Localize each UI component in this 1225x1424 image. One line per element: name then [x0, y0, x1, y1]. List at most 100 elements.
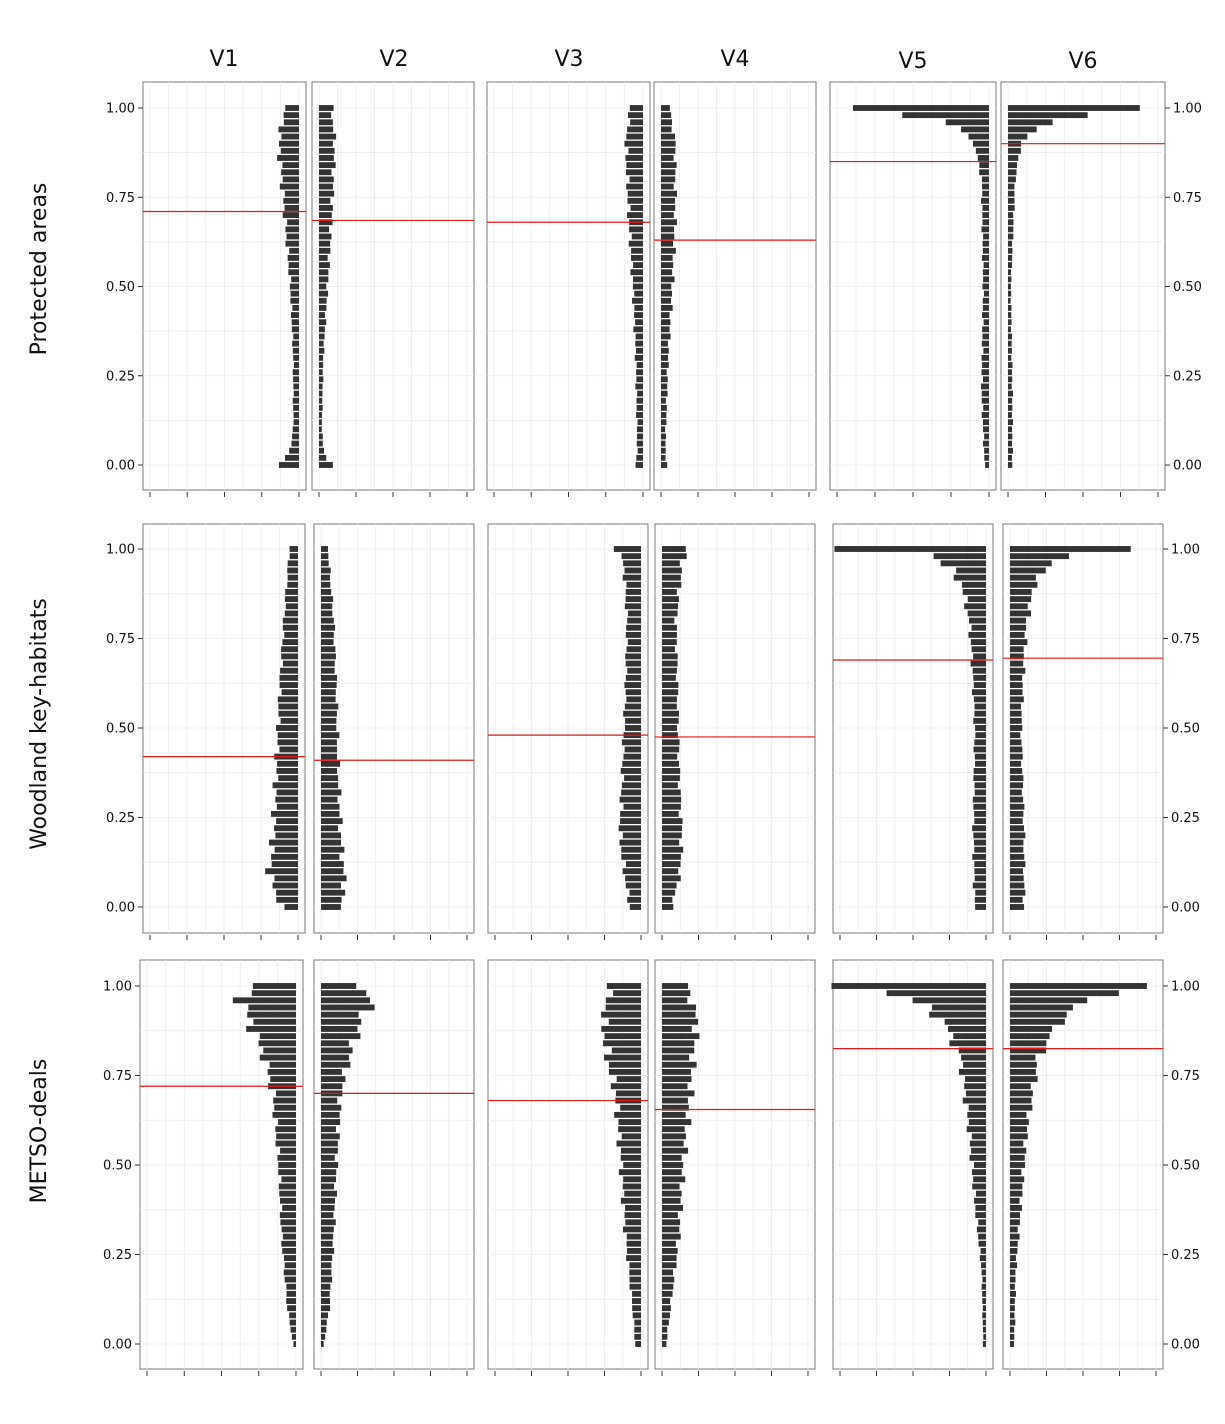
histogram-bar	[293, 404, 299, 411]
histogram-bar	[619, 839, 641, 846]
histogram-bar	[962, 589, 986, 595]
histogram-bar	[1008, 240, 1013, 247]
histogram-bar	[933, 553, 986, 560]
histogram-bar	[321, 1047, 353, 1054]
histogram-bar	[625, 155, 643, 161]
histogram-bar	[661, 247, 676, 254]
histogram-bar	[286, 233, 299, 240]
histogram-bar	[1010, 739, 1022, 746]
histogram-bar	[1010, 1269, 1016, 1276]
y-tick-label: 1.00	[1171, 543, 1200, 558]
histogram-bar	[258, 1040, 296, 1047]
histogram-bar	[662, 603, 679, 610]
histogram-bar	[1010, 746, 1023, 753]
histogram-bar	[973, 696, 986, 703]
histogram-bar	[1010, 753, 1023, 760]
histogram-bar	[978, 1233, 986, 1240]
histogram-bar	[625, 631, 641, 638]
histogram-bar	[623, 1176, 641, 1183]
histogram-bar	[627, 667, 641, 674]
histogram-bar	[982, 312, 989, 318]
histogram-bar	[969, 1140, 986, 1147]
histogram-bar	[321, 1212, 334, 1219]
histogram-bar	[632, 276, 643, 283]
histogram-bar	[321, 1083, 343, 1090]
histogram-bar	[982, 297, 989, 304]
histogram-bar	[965, 1090, 986, 1097]
histogram-bar	[662, 546, 686, 552]
histogram-bar	[634, 290, 643, 297]
histogram-bar	[272, 782, 298, 789]
histogram-bar	[319, 383, 323, 390]
panel-woodland-key-habitats-v6	[1002, 523, 1164, 934]
histogram-bar	[970, 639, 986, 646]
histogram-bar	[269, 1061, 296, 1068]
panel-metso-deals-v4	[654, 959, 816, 1370]
histogram-bar	[630, 269, 643, 276]
histogram-bar	[631, 255, 643, 261]
histogram-bar	[1010, 567, 1046, 574]
histogram-bar	[956, 567, 986, 574]
histogram-bar	[615, 1090, 641, 1097]
histogram-bar	[282, 1205, 296, 1211]
histogram-bar	[661, 176, 676, 183]
histogram-bar	[662, 631, 677, 638]
histogram-bar	[321, 803, 340, 810]
histogram-bar	[974, 739, 986, 746]
histogram-bar	[1008, 283, 1011, 290]
histogram-bar	[944, 1018, 986, 1025]
histogram-bar	[974, 818, 986, 825]
histogram-bar	[274, 875, 298, 882]
histogram-bar	[982, 1312, 986, 1319]
histogram-bar	[662, 1033, 700, 1040]
histogram-bar	[287, 567, 298, 574]
histogram-bar	[634, 1326, 641, 1333]
histogram-bar	[662, 1026, 692, 1032]
histogram-bar	[982, 269, 989, 276]
histogram-bar	[632, 1312, 641, 1319]
histogram-bar	[319, 162, 336, 169]
histogram-bar	[974, 789, 986, 796]
histogram-bar	[661, 340, 668, 347]
histogram-bar	[285, 589, 298, 595]
histogram-bar	[624, 775, 641, 782]
histogram-bar	[661, 262, 674, 268]
histogram-bar	[662, 1154, 682, 1161]
x-axis-protected-areas-v5	[836, 492, 990, 497]
histogram-bar	[975, 1205, 986, 1211]
histogram-bar	[620, 1104, 641, 1111]
histogram-bar	[275, 832, 298, 839]
histogram-bar	[1008, 397, 1013, 404]
histogram-bar	[661, 304, 673, 311]
histogram-bar	[1010, 710, 1022, 717]
histogram-bar	[1008, 447, 1013, 454]
histogram-bar	[1010, 1047, 1047, 1054]
y-tick-label: 0.50	[106, 280, 135, 295]
histogram-bar	[292, 426, 299, 433]
histogram-bar	[981, 1283, 986, 1290]
histogram-bar	[661, 105, 670, 111]
column-title-v6: V6	[1068, 49, 1097, 74]
histogram-bar	[974, 753, 986, 760]
histogram-bar	[973, 674, 986, 681]
histogram-bar	[291, 319, 299, 326]
histogram-bar	[975, 1212, 986, 1219]
histogram-bar	[1010, 1169, 1022, 1176]
histogram-bar	[662, 839, 680, 846]
histogram-bar	[981, 1262, 986, 1269]
histogram-bar	[291, 312, 299, 318]
histogram-bar	[625, 717, 641, 724]
y-tick-label: 1.00	[1171, 980, 1200, 995]
histogram-bar	[321, 1333, 326, 1340]
histogram-bar	[1010, 1083, 1031, 1090]
histogram-bar	[1010, 1119, 1029, 1125]
histogram-bar	[968, 631, 986, 638]
histogram-bar	[281, 646, 298, 653]
histogram-bar	[634, 354, 643, 361]
histogram-bar	[1008, 426, 1013, 433]
histogram-bar	[1010, 660, 1024, 667]
histogram-bar	[321, 703, 339, 710]
y-tick-label: 0.00	[1171, 1338, 1200, 1353]
histogram-bar	[621, 739, 641, 746]
histogram-bar	[1010, 1247, 1018, 1254]
